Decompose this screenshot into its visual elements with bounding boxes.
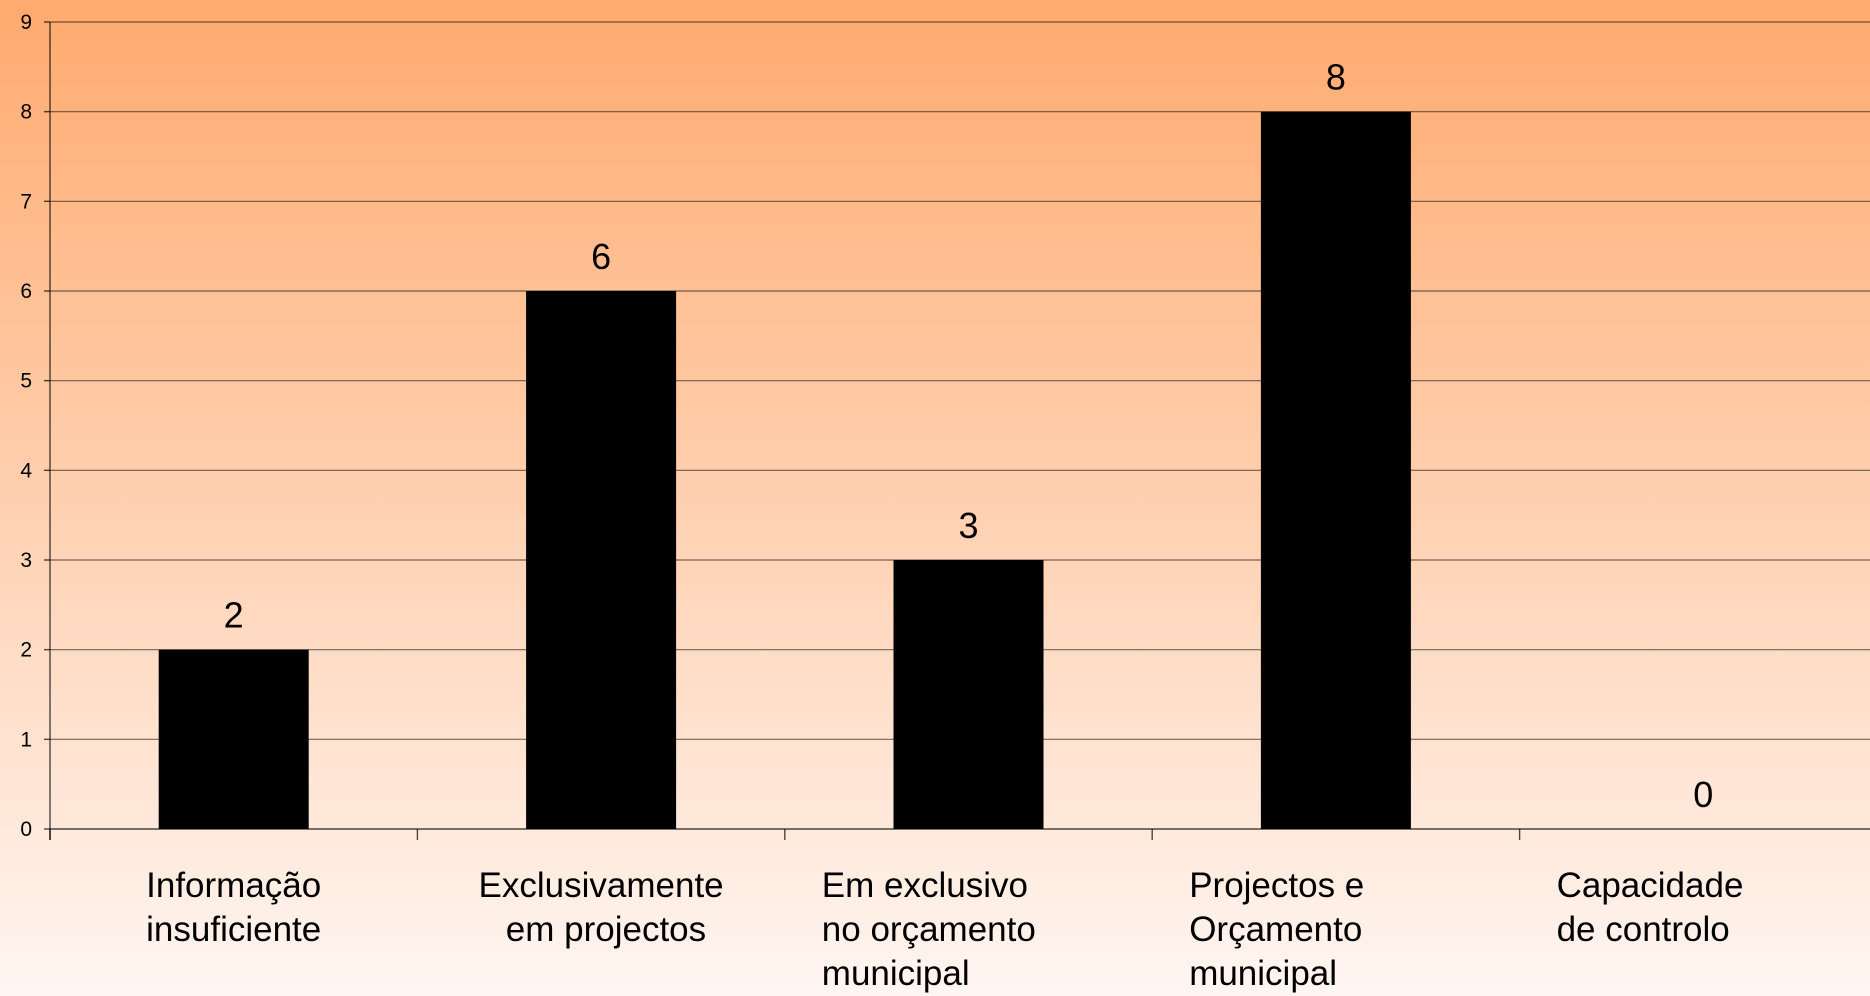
x-tick-label-line: Orçamento (1189, 910, 1362, 949)
x-tick-label: Capacidade de controlo (1557, 866, 1744, 949)
x-tick-labels: Informação insuficiente Exclusivamente em … (146, 866, 1743, 993)
y-tick-label: 7 (20, 190, 32, 213)
data-label: 8 (1326, 57, 1346, 98)
data-label: 0 (1693, 774, 1713, 815)
x-tick-label: Exclusivamente em projectos (479, 866, 724, 949)
x-tick-label-line: no orçamento (822, 910, 1036, 949)
x-tick-label-line: Capacidade (1557, 866, 1744, 905)
bar (526, 291, 677, 829)
y-tick-label: 9 (20, 11, 32, 34)
x-tick-label-line: Informação (146, 866, 321, 905)
x-tick-label-line: de controlo (1557, 910, 1730, 949)
x-tick-label-line: municipal (822, 954, 970, 993)
x-tick-label-line: insuficiente (146, 910, 321, 949)
bar (158, 649, 309, 829)
x-tick-label-line: em projectos (496, 910, 706, 949)
bar (893, 560, 1044, 829)
x-tick-label: Em exclusivo no orçamento municipal (822, 866, 1036, 993)
y-tick-label: 1 (20, 728, 32, 751)
y-tick-labels: 0 1 2 3 4 5 6 7 8 9 (20, 11, 32, 841)
y-tick-label: 8 (20, 101, 32, 124)
data-label: 2 (224, 595, 244, 636)
y-tick-label: 2 (20, 639, 32, 662)
x-tick-label-line: Projectos e (1189, 866, 1364, 905)
y-tick-label: 5 (20, 370, 32, 393)
x-tick-label-line: Exclusivamente (479, 866, 724, 905)
y-tick-label: 0 (20, 818, 32, 841)
y-tick-label: 3 (20, 549, 32, 572)
data-label: 3 (958, 505, 978, 546)
bar (1260, 111, 1411, 829)
gridlines (50, 21, 1870, 740)
data-labels: 2 6 3 8 0 (224, 57, 1714, 815)
y-tick-label: 4 (20, 459, 32, 482)
y-tick-label: 6 (20, 280, 32, 303)
x-tick-label-line: municipal (1189, 954, 1337, 993)
bars (158, 111, 1411, 829)
x-tick-label: Informação insuficiente (146, 866, 321, 949)
x-tick-label: Projectos e Orçamento municipal (1189, 866, 1364, 993)
x-tick-label-line: Em exclusivo (822, 866, 1028, 905)
data-label: 6 (591, 236, 611, 277)
